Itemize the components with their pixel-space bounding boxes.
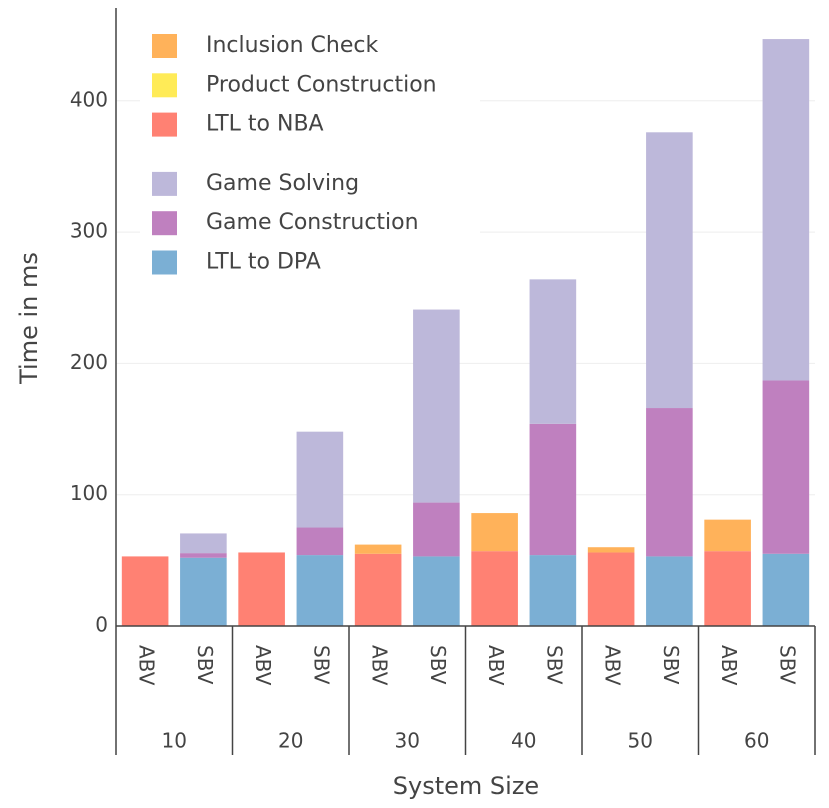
bar-segment [413, 556, 460, 626]
bar-segment [296, 555, 344, 626]
legend-swatch [152, 171, 177, 196]
bar-segment [354, 544, 402, 554]
bar-segment [646, 132, 693, 409]
bar-segment [587, 547, 635, 553]
bar-segment [296, 431, 344, 528]
bar-segment [238, 552, 285, 626]
bar-segment [296, 527, 344, 556]
legend-background [140, 26, 480, 282]
y-tick-label: 400 [70, 87, 108, 111]
legend-label: Game Solving [206, 171, 359, 196]
legend-label: Game Construction [206, 210, 419, 235]
x-axis-title: System Size [393, 772, 539, 800]
bar-segment [471, 551, 518, 626]
x-tick-label: ABV [251, 645, 275, 686]
bar-segment [646, 408, 693, 557]
y-tick-label: 200 [70, 350, 108, 374]
bar-segment [762, 39, 810, 381]
x-tick-label: ABV [135, 645, 159, 686]
bar-segment [413, 309, 460, 503]
x-tick-label: SBV [193, 645, 217, 685]
legend-swatch [152, 250, 177, 275]
legend-label: LTL to DPA [206, 250, 321, 275]
y-axis-title: Time in ms [15, 252, 43, 385]
bar-segment [762, 553, 810, 626]
bar-segment [587, 552, 635, 626]
y-tick-label: 300 [70, 219, 108, 243]
bar-segment [180, 553, 227, 558]
x-tick-label: SBV [309, 645, 333, 685]
legend-swatch [152, 211, 177, 236]
legend-swatch [152, 112, 177, 137]
bar-segment [704, 551, 751, 626]
legend-label: Inclusion Check [206, 33, 378, 58]
bar-segment [121, 556, 169, 626]
bar-segment [180, 533, 227, 554]
x-tick-label: SBV [542, 645, 566, 685]
legend-swatch [152, 34, 177, 58]
x-tick-label: SBV [775, 645, 799, 685]
x-tick-label: ABV [717, 645, 741, 686]
y-tick-label: 0 [95, 613, 108, 637]
x-tick-label: ABV [601, 645, 625, 686]
group-label: 60 [744, 729, 769, 753]
bar-segment [471, 513, 518, 552]
group-label: 40 [511, 729, 536, 753]
legend-label: Product Construction [206, 72, 437, 97]
group-label: 50 [628, 729, 653, 753]
bar-segment [529, 555, 577, 626]
bar-segment [704, 519, 751, 552]
x-tick-label: SBV [426, 645, 450, 685]
group-label: 10 [162, 729, 187, 753]
bar-segment [762, 380, 810, 554]
bar-segment [354, 553, 402, 626]
bar-segment [529, 423, 577, 556]
bar-segment [413, 502, 460, 557]
group-label: 30 [395, 729, 420, 753]
x-tick-label: ABV [368, 645, 392, 686]
legend-label: LTL to NBA [206, 112, 324, 137]
legend-swatch [152, 73, 177, 98]
x-tick-label: SBV [659, 645, 683, 685]
bar-segment [646, 556, 693, 626]
y-tick-label: 100 [70, 481, 108, 505]
bar-segment [180, 557, 227, 626]
x-tick-label: ABV [484, 645, 508, 686]
bar-segment [529, 279, 577, 424]
group-label: 20 [278, 729, 303, 753]
